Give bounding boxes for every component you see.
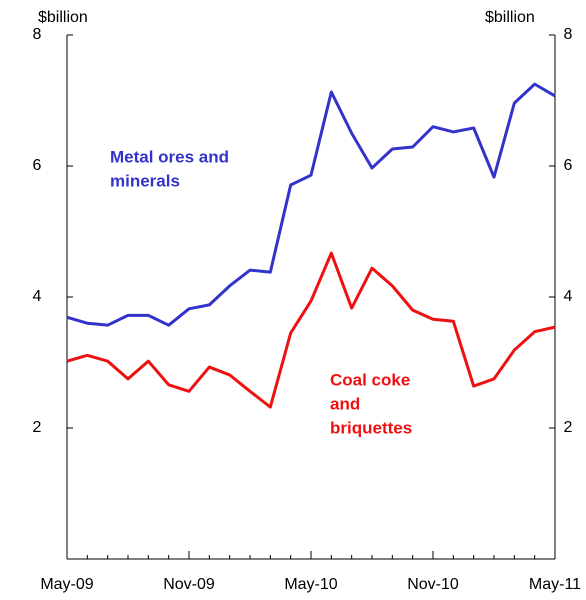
x-tick-label: May-09 bbox=[40, 576, 93, 593]
x-tick-label: Nov-09 bbox=[163, 576, 215, 593]
x-tick-label: May-11 bbox=[529, 576, 581, 593]
y2-tick-label: 2 bbox=[564, 419, 573, 436]
series-line bbox=[66, 251, 556, 409]
series-label: Coal coke bbox=[330, 370, 410, 389]
y-tick-label: 4 bbox=[33, 288, 42, 305]
x-tick-label: May-10 bbox=[284, 576, 337, 593]
series-line bbox=[66, 82, 556, 327]
series-label: and bbox=[330, 394, 360, 413]
series-label: Metal ores and bbox=[110, 147, 229, 166]
y2-tick-label: 8 bbox=[564, 26, 573, 43]
y2-tick-label: 4 bbox=[564, 288, 573, 305]
y-tick-label: 8 bbox=[33, 26, 42, 43]
y-unit: $billion bbox=[38, 9, 88, 26]
series-label: briquettes bbox=[330, 418, 412, 437]
y-tick-label: 2 bbox=[33, 419, 42, 436]
y2-tick-label: 6 bbox=[564, 157, 573, 174]
y-tick-label: 6 bbox=[33, 157, 42, 174]
x-tick-label: Nov-10 bbox=[407, 576, 459, 593]
y2-unit: $billion bbox=[485, 9, 535, 26]
series-label: minerals bbox=[110, 171, 180, 190]
